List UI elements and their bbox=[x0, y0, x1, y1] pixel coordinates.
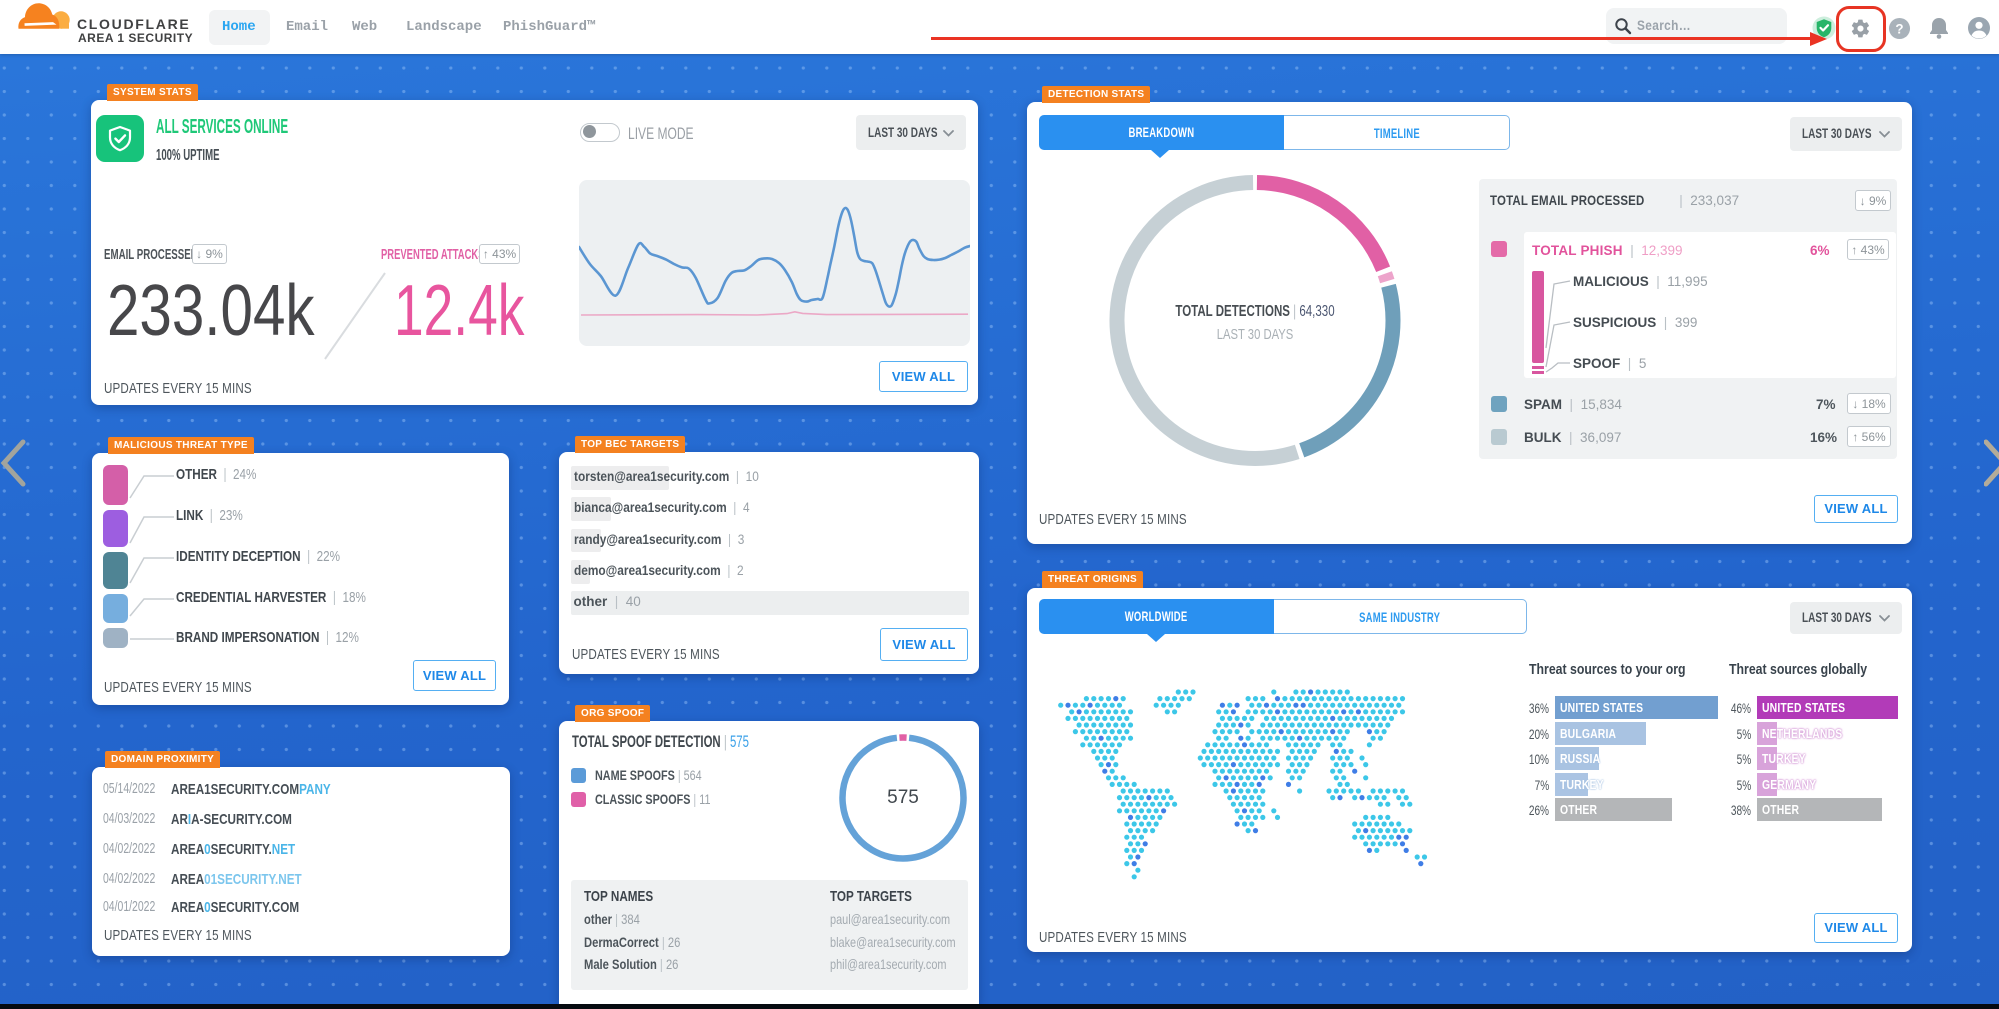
svg-text:?: ? bbox=[1895, 21, 1903, 36]
